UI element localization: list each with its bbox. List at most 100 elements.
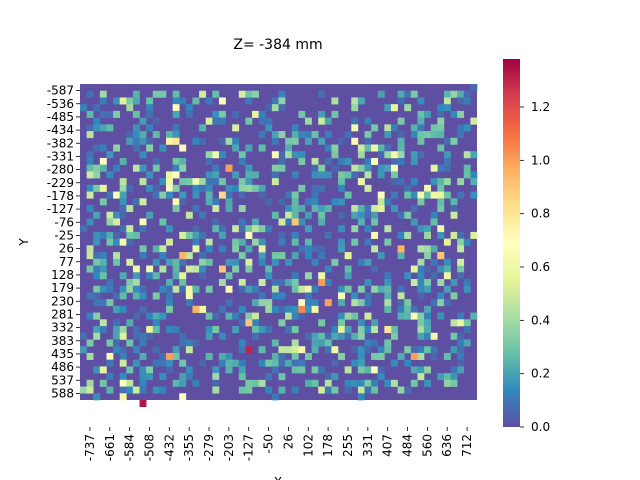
- heatmap-cell: [344, 131, 352, 139]
- heatmap-cell: [172, 198, 180, 206]
- heatmap-cell: [417, 312, 425, 320]
- heatmap-cell: [179, 278, 187, 286]
- heatmap-cell: [291, 352, 299, 360]
- heatmap-cell: [252, 238, 259, 246]
- heatmap-cell: [86, 171, 94, 179]
- heatmap-cell: [119, 393, 127, 401]
- heatmap-cell: [199, 265, 207, 273]
- heatmap-cell: [430, 332, 438, 340]
- heatmap-cell: [397, 131, 405, 139]
- heatmap-cell: [218, 278, 226, 286]
- heatmap-cell: [126, 104, 134, 112]
- heatmap-cell: [437, 231, 445, 239]
- heatmap-cell: [218, 110, 226, 118]
- heatmap-cell: [357, 319, 365, 327]
- heatmap-cell: [357, 285, 365, 293]
- heatmap-cell: [212, 117, 220, 125]
- heatmap-cell: [232, 137, 240, 145]
- heatmap-cell: [443, 238, 451, 246]
- heatmap-cell: [364, 205, 372, 213]
- heatmap-cell: [371, 157, 379, 165]
- heatmap-cell: [238, 319, 246, 327]
- y-tick-label: 281: [51, 307, 74, 321]
- x-tick-label: 407: [381, 434, 395, 457]
- heatmap-cell: [450, 379, 458, 387]
- heatmap-cell: [437, 117, 445, 125]
- heatmap-grid: [80, 84, 478, 408]
- heatmap-cell: [291, 272, 299, 280]
- heatmap-cell: [126, 184, 134, 192]
- heatmap-cell: [417, 131, 425, 139]
- heatmap-cell: [199, 359, 207, 367]
- heatmap-cell: [146, 184, 154, 192]
- heatmap-cell: [86, 164, 94, 172]
- heatmap-cell: [285, 218, 293, 226]
- heatmap-cell: [93, 171, 101, 179]
- heatmap-cell: [93, 117, 101, 125]
- heatmap-cell: [258, 278, 266, 286]
- heatmap-cell: [417, 278, 425, 286]
- heatmap-cell: [390, 124, 398, 132]
- heatmap-cell: [271, 258, 279, 266]
- heatmap-cell: [443, 299, 451, 307]
- heatmap-cell: [291, 359, 299, 367]
- heatmap-cell: [404, 359, 412, 367]
- heatmap-cell: [185, 285, 193, 293]
- heatmap-cell: [113, 97, 120, 105]
- heatmap-cell: [199, 272, 207, 280]
- heatmap-cell: [185, 366, 193, 374]
- heatmap-cell: [119, 379, 127, 387]
- heatmap-cell: [192, 379, 200, 387]
- heatmap-cell: [139, 366, 147, 374]
- heatmap-cell: [99, 184, 107, 192]
- heatmap-cell: [238, 151, 246, 159]
- heatmap-cell: [225, 205, 233, 213]
- heatmap-cell: [166, 137, 173, 145]
- heatmap-cell: [437, 252, 445, 260]
- heatmap-cell: [298, 305, 306, 313]
- heatmap-cell: [437, 373, 445, 381]
- heatmap-cell: [139, 218, 147, 226]
- heatmap-cell: [232, 245, 240, 253]
- heatmap-cell: [126, 278, 134, 286]
- heatmap-cell: [132, 97, 140, 105]
- heatmap-cell: [285, 305, 293, 313]
- heatmap-cell: [205, 258, 213, 266]
- heatmap-cell: [172, 97, 180, 105]
- heatmap-cell: [437, 191, 445, 199]
- heatmap-cell: [119, 305, 127, 313]
- heatmap-cell: [146, 104, 154, 112]
- heatmap-cell: [371, 245, 379, 253]
- heatmap-cell: [404, 312, 412, 320]
- heatmap-cell: [397, 245, 405, 253]
- heatmap-cell: [311, 332, 319, 340]
- heatmap-cell: [265, 305, 273, 313]
- heatmap-cell: [437, 278, 445, 286]
- heatmap-cell: [86, 110, 94, 118]
- x-tick-label: 26: [281, 434, 295, 449]
- heatmap-cell: [397, 299, 405, 307]
- heatmap-cell: [152, 272, 160, 280]
- heatmap-cell: [371, 144, 379, 152]
- heatmap-cell: [113, 305, 120, 313]
- heatmap-cell: [152, 319, 160, 327]
- heatmap-cell: [258, 238, 266, 246]
- heatmap-cell: [318, 386, 326, 394]
- heatmap-cell: [371, 339, 379, 347]
- heatmap-cell: [437, 124, 445, 132]
- heatmap-cell: [364, 164, 372, 172]
- heatmap-cell: [192, 178, 200, 186]
- heatmap-cell: [199, 252, 207, 260]
- heatmap-cell: [318, 137, 326, 145]
- heatmap-cell: [417, 110, 425, 118]
- heatmap-cell: [437, 312, 445, 320]
- heatmap-cell: [99, 124, 107, 132]
- heatmap-cell: [132, 231, 140, 239]
- heatmap-cell: [457, 352, 465, 360]
- heatmap-cell: [245, 258, 253, 266]
- heatmap-cell: [357, 346, 365, 354]
- heatmap-cell: [430, 245, 438, 253]
- heatmap-cell: [126, 238, 134, 246]
- heatmap-cell: [86, 205, 94, 213]
- heatmap-cell: [192, 305, 200, 313]
